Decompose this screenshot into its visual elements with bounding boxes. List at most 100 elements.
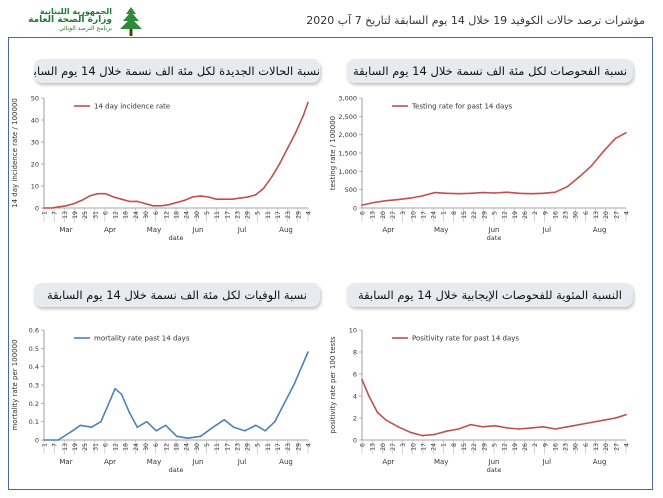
data-point [506,427,508,429]
x-tick-label: 12 [113,211,120,219]
x-tick-label: 6 [153,443,160,447]
data-point [90,426,93,428]
legend-label: 14 day incidence rate [94,103,170,111]
y-tick-label: 0.4 [29,363,39,371]
data-point [255,424,257,427]
x-axis-title: date [487,466,502,474]
data-point [457,192,460,195]
data-point [283,402,286,405]
data-point [270,176,273,178]
x-tick-label: 18 [123,211,130,219]
x-tick-label: 18 [123,443,130,451]
data-point [566,426,569,428]
data-point [231,198,233,200]
x-tick-label: 11 [214,211,221,219]
data-point [457,428,460,430]
x-tick-label: 12 [113,443,120,451]
x-tick-label: 2 [532,443,539,447]
x-tick-label: 23 [563,443,570,451]
x-tick-label: 9 [542,443,549,447]
x-tick-label: 27 [613,211,620,219]
panel-title-incidence: نسبة الحالات الجديدة لكل مئة الف نسمة خل… [34,59,320,83]
x-tick-label: 9 [542,211,549,215]
data-point [223,198,226,200]
data-point [215,198,218,200]
data-point [409,431,412,434]
x-tick-label: 30 [143,443,150,451]
x-tick-label: 2 [532,211,539,215]
data-point [128,200,131,203]
month-label: Jul [237,226,247,234]
x-tick-label: 24 [184,211,191,219]
data-point [136,200,139,203]
x-tick-label: 17 [224,443,231,451]
x-tick-label: 23 [563,211,570,219]
x-tick-label: 29 [481,443,488,451]
x-tick-label: 24 [431,211,438,219]
month-label: May [147,458,161,466]
x-tick-label: 23 [285,211,292,219]
data-point [168,203,170,206]
x-tick-label: 13 [593,443,600,451]
month-label: Aug [593,226,607,234]
x-tick-label: 1 [42,443,49,447]
data-point [199,435,202,438]
data-point [155,430,158,432]
data-point [433,191,436,194]
month-label: May [434,458,448,466]
month-label: Jun [192,226,204,234]
data-point [590,165,593,167]
x-tick-label: 22 [471,211,478,219]
y-tick-label: 0 [35,205,39,213]
data-point [71,430,74,432]
month-label: Apr [104,226,116,234]
data-point [145,420,148,423]
y-tick-label: 0 [353,205,357,213]
mortality-chart: 00.10.20.30.40.50.61 7 13 19 25 31 6 12 18 24 30 6 1… [11,327,313,475]
month-label: Jun [488,226,500,234]
x-tick-label: 1 [441,211,448,215]
x-tick-label: 5 [492,443,499,447]
x-tick-label: 13 [370,443,377,451]
legend-label: Positivity rate for past 14 days [412,335,519,343]
x-tick-label: 1 [42,211,49,215]
data-point [361,378,363,381]
month-label: Mar [59,458,72,466]
data-point [602,419,605,421]
month-label: Apr [382,226,394,234]
data-point [175,435,178,438]
x-tick-label: 19 [72,211,79,219]
x-tick-label: 12 [502,211,509,219]
panel-title-mortality: نسبة الوفيات لكل مئة الف نسمة خلال 14 يو… [34,283,320,307]
data-point [373,201,375,204]
x-tick-label: 25 [82,443,89,451]
dashboard-frame [8,37,653,490]
data-point [469,423,472,426]
x-tick-label: 16 [552,443,559,451]
x-tick-label: 6 [102,443,109,447]
x-tick-label: 17 [275,443,282,451]
x-tick-label: 6 [153,211,160,215]
data-point [57,439,60,441]
data-point [114,387,116,390]
data-point [247,196,249,198]
data-point [542,426,544,428]
data-point [542,192,544,195]
data-point [187,437,189,439]
month-label: Mar [59,226,72,234]
x-tick-label: 27 [613,443,620,451]
y-tick-label: 40 [31,117,39,125]
data-point [469,192,472,195]
month-label: May [147,226,161,234]
y-axis-title: positivity rate per 100 tests [329,336,337,434]
data-point [264,430,267,432]
x-tick-label: 8 [451,443,458,447]
x-tick-label: 19 [512,211,519,219]
y-axis-title: 14 day incidence rate / 100000 [11,98,19,208]
x-tick-label: 13 [62,443,69,451]
data-point [433,433,436,436]
y-tick-label: 500 [345,186,357,194]
data-point [385,199,387,202]
legend-label: mortality rate past 14 days [94,335,190,343]
data-point [614,137,617,140]
